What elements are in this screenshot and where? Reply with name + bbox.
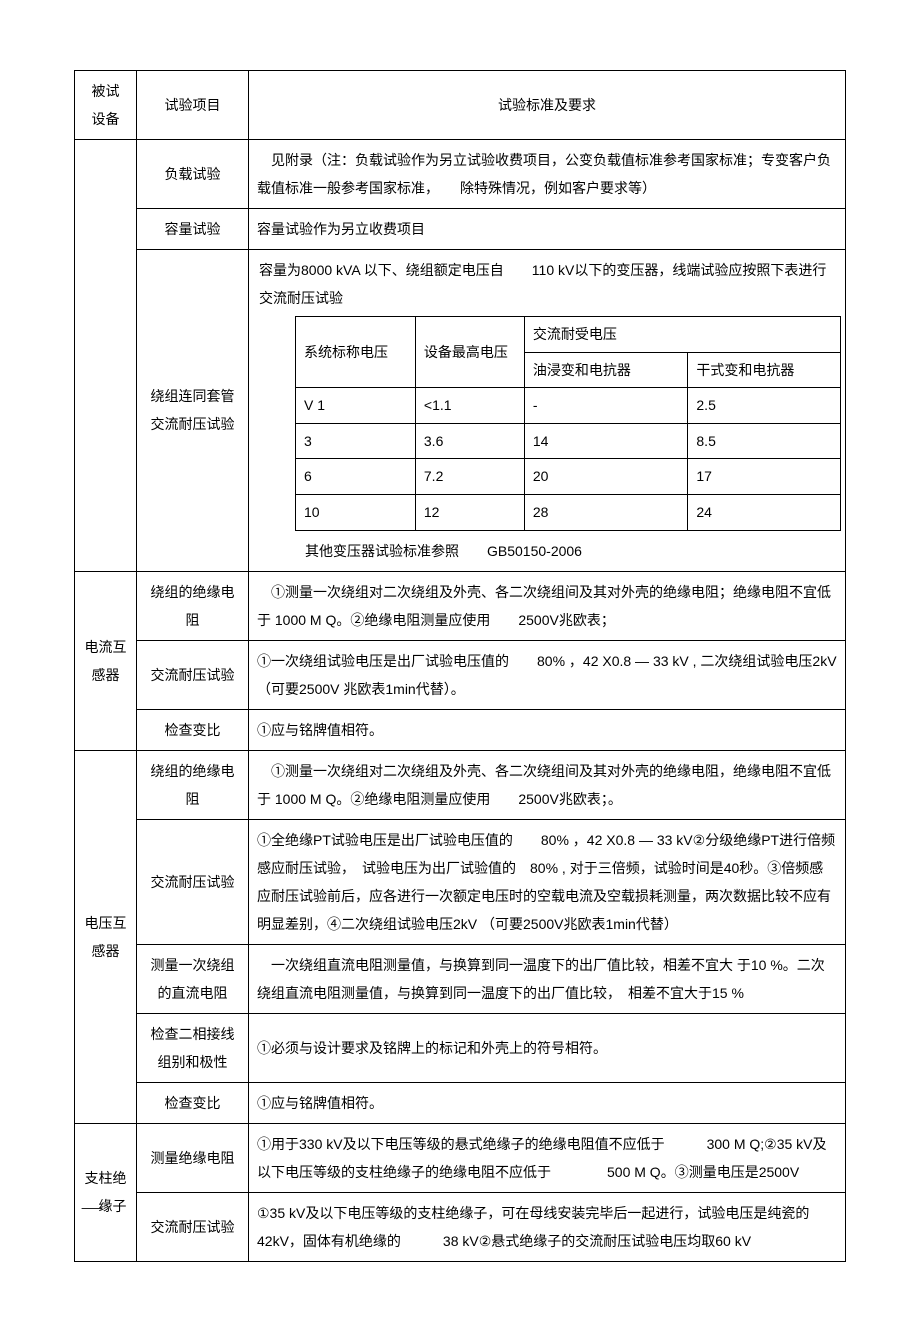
insulator-mark: ⸺ [81,1195,103,1221]
inner-col-dry: 干式变和电抗器 [688,352,841,388]
withstand-footer: 其他变压器试验标准参照 GB50150-2006 [255,535,841,565]
inner-cell: V 1 [296,388,416,424]
header-requirements: 试验标准及要求 [249,71,846,140]
table-row: 交流耐压试验 ①35 kV及以下电压等级的支柱绝缘子，可在母线安装完毕后一起进行… [75,1192,846,1261]
equipment-insulator: 支柱绝 缘子 ⸺ [75,1123,137,1261]
inner-cell: 6 [296,459,416,495]
equipment-transformer-cell [75,140,137,572]
item-pt-insulation: 绕组的绝缘电阻 [137,750,249,819]
inner-row: 10 12 28 24 [296,494,841,530]
table-row: 交流耐压试验 ①一次绕组试验电压是出厂试验电压值的 80% ，42 X0.8 —… [75,640,846,709]
inner-cell: <1.1 [415,388,524,424]
table-row: 检查变比 ①应与铭牌值相符。 [75,1082,846,1123]
item-ct-ratio: 检查变比 [137,709,249,750]
item-pt-dcres: 测量一次绕组的直流电阻 [137,944,249,1013]
req-winding-withstand: 容量为8000 kVA 以下、绕组额定电压自 110 kV以下的变压器，线端试验… [249,250,846,572]
inner-row: 3 3.6 14 8.5 [296,423,841,459]
inner-header-row-1: 系统标称电压 设备最高电压 交流耐受电压 [296,317,841,353]
item-pt-ratio: 检查变比 [137,1082,249,1123]
table-row: 容量试验 容量试验作为另立收费项目 [75,209,846,250]
item-pt-withstand: 交流耐压试验 [137,819,249,944]
item-load-test: 负载试验 [137,140,249,209]
item-winding-withstand: 绕组连同套管交流耐压试验 [137,250,249,572]
inner-cell: 3 [296,423,416,459]
table-row: 负载试验 见附录（注：负载试验作为另立试验收费项目，公变负载值标准参考国家标准；… [75,140,846,209]
req-pt-polarity: ①必须与设计要求及铭牌上的标记和外壳上的符号相符。 [249,1013,846,1082]
main-table: 被试设备 试验项目 试验标准及要求 负载试验 见附录（注：负载试验作为另立试验收… [74,70,846,1262]
req-ct-ratio: ①应与铭牌值相符。 [249,709,846,750]
item-pt-polarity: 检查二相接线组别和极性 [137,1013,249,1082]
req-pt-withstand: ①全绝缘PT试验电压是出厂试验电压值的 80% ，42 X0.8 — 33 kV… [249,819,846,944]
req-insul-withstand: ①35 kV及以下电压等级的支柱绝缘子，可在母线安装完毕后一起进行，试验电压是纯… [249,1192,846,1261]
table-row: 绕组连同套管交流耐压试验 容量为8000 kVA 以下、绕组额定电压自 110 … [75,250,846,572]
inner-cell: 17 [688,459,841,495]
table-row: 电压互感器 绕组的绝缘电阻 ①测量一次绕组对二次绕组及外壳、各二次绕组间及其对外… [75,750,846,819]
item-capacity-test: 容量试验 [137,209,249,250]
page: 被试设备 试验项目 试验标准及要求 负载试验 见附录（注：负载试验作为另立试验收… [0,0,920,1322]
req-pt-insulation: ①测量一次绕组对二次绕组及外壳、各二次绕组间及其对外壳的绝缘电阻，绝缘电阻不宜低… [249,750,846,819]
req-pt-ratio: ①应与铭牌值相符。 [249,1082,846,1123]
inner-row: 6 7.2 20 17 [296,459,841,495]
item-insul-resistance: 测量绝缘电阻 [137,1123,249,1192]
inner-cell: 24 [688,494,841,530]
req-pt-dcres: 一次绕组直流电阻测量值，与换算到同一温度下的出厂值比较，相差不宜大 于10 %。… [249,944,846,1013]
req-capacity-test: 容量试验作为另立收费项目 [249,209,846,250]
table-row: 检查二相接线组别和极性 ①必须与设计要求及铭牌上的标记和外壳上的符号相符。 [75,1013,846,1082]
req-ct-insulation: ①测量一次绕组对二次绕组及外壳、各二次绕组间及其对外壳的绝缘电阻；绝缘电阻不宜低… [249,571,846,640]
table-header-row: 被试设备 试验项目 试验标准及要求 [75,71,846,140]
withstand-inner-table: 系统标称电压 设备最高电压 交流耐受电压 油浸变和电抗器 干式变和电抗器 V 1… [295,316,841,531]
inner-cell: 12 [415,494,524,530]
equipment-ct: 电流互感器 [75,571,137,750]
item-insul-withstand: 交流耐压试验 [137,1192,249,1261]
inner-col-max: 设备最高电压 [415,317,524,388]
inner-col-oil: 油浸变和电抗器 [524,352,688,388]
inner-col-sys: 系统标称电压 [296,317,416,388]
inner-cell: 10 [296,494,416,530]
req-load-test: 见附录（注：负载试验作为另立试验收费项目，公变负载值标准参考国家标准；专变客户负… [249,140,846,209]
table-row: 测量一次绕组的直流电阻 一次绕组直流电阻测量值，与换算到同一温度下的出厂值比较，… [75,944,846,1013]
table-row: 交流耐压试验 ①全绝缘PT试验电压是出厂试验电压值的 80% ，42 X0.8 … [75,819,846,944]
table-row: 电流互感器 绕组的绝缘电阻 ①测量一次绕组对二次绕组及外壳、各二次绕组间及其对外… [75,571,846,640]
inner-cell: - [524,388,688,424]
table-row: 检查变比 ①应与铭牌值相符。 [75,709,846,750]
withstand-intro: 容量为8000 kVA 以下、绕组额定电压自 110 kV以下的变压器，线端试验… [255,256,841,312]
inner-cell: 28 [524,494,688,530]
inner-cell: 2.5 [688,388,841,424]
inner-cell: 8.5 [688,423,841,459]
equipment-pt: 电压互感器 [75,750,137,1123]
inner-cell: 3.6 [415,423,524,459]
inner-cell: 20 [524,459,688,495]
inner-cell: 7.2 [415,459,524,495]
header-item: 试验项目 [137,71,249,140]
header-equipment: 被试设备 [75,71,137,140]
inner-col-ac: 交流耐受电压 [524,317,840,353]
req-ct-withstand: ①一次绕组试验电压是出厂试验电压值的 80% ，42 X0.8 — 33 kV … [249,640,846,709]
item-ct-withstand: 交流耐压试验 [137,640,249,709]
req-insul-resistance: ①用于330 kV及以下电压等级的悬式绝缘子的绝缘电阻值不应低于 300 M Q… [249,1123,846,1192]
table-row: 支柱绝 缘子 ⸺ 测量绝缘电阻 ①用于330 kV及以下电压等级的悬式绝缘子的绝… [75,1123,846,1192]
item-ct-insulation: 绕组的绝缘电阻 [137,571,249,640]
inner-cell: 14 [524,423,688,459]
inner-row: V 1 <1.1 - 2.5 [296,388,841,424]
